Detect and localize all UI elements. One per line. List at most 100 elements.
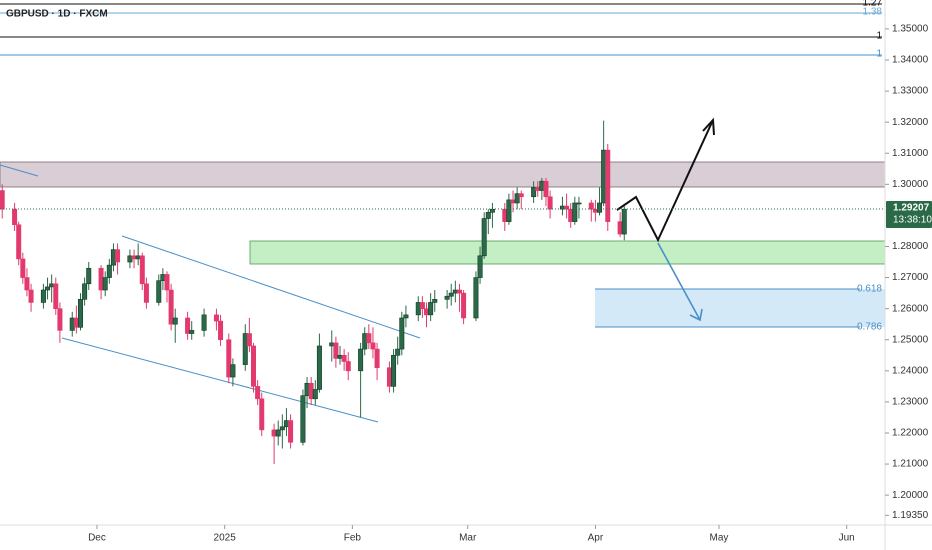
candle-body — [271, 429, 277, 437]
candle-body — [341, 354, 347, 362]
candle-body — [16, 224, 22, 260]
candle-body — [444, 295, 450, 300]
candle-body — [288, 420, 294, 443]
candle-body — [115, 249, 121, 263]
candle-body — [20, 258, 26, 278]
target-zone — [595, 289, 885, 327]
candle-body — [432, 299, 438, 303]
x-tick-label: Apr — [588, 533, 604, 544]
y-tick-label: 1.32000 — [892, 117, 929, 128]
candle-body — [399, 317, 405, 350]
candle-body — [489, 208, 495, 213]
y-tick-label: 1.34000 — [892, 55, 929, 66]
candle-body — [0, 190, 5, 210]
candle-body — [592, 208, 598, 213]
candle-body — [106, 264, 112, 278]
trend-line — [0, 164, 39, 177]
x-tick-label: May — [710, 533, 729, 544]
arrow-head — [702, 117, 715, 136]
candle-body — [218, 320, 224, 341]
candle-body — [164, 274, 170, 291]
candle-body — [539, 180, 545, 191]
candle-body — [156, 280, 162, 303]
y-tick-label: 1.21000 — [892, 459, 929, 470]
candle-body — [510, 199, 516, 204]
y-tick-label: 1.28000 — [892, 241, 929, 252]
candle-body — [255, 386, 261, 400]
candle-body — [424, 308, 430, 316]
candle-body — [201, 314, 207, 331]
candle-body — [419, 302, 425, 309]
candle-body — [308, 382, 314, 400]
y-tick-label: 1.19350 — [892, 510, 929, 521]
candle-body — [543, 180, 549, 198]
candle-body — [53, 283, 59, 309]
x-tick-label: 2025 — [214, 533, 237, 544]
candle-body — [506, 199, 512, 222]
candle-body — [337, 354, 343, 359]
candle-body — [246, 333, 252, 347]
candle-body — [98, 267, 104, 291]
candle-body — [185, 317, 191, 334]
candle-body — [57, 308, 63, 331]
candle-body — [40, 289, 46, 303]
y-tick-label: 1.22000 — [892, 428, 929, 439]
x-tick-label: Dec — [88, 533, 106, 544]
candle-body — [86, 267, 92, 285]
candle-body — [531, 187, 537, 198]
chart-title: GBPUSD · 1D · FXCM — [6, 9, 108, 20]
candle-body — [333, 342, 339, 359]
candle-body — [568, 208, 574, 222]
candle-body — [547, 196, 553, 210]
fib-label: 0.786 — [857, 322, 882, 333]
x-tick-label: Jun — [839, 533, 855, 544]
channel-upper — [121, 235, 421, 339]
projection-down — [657, 242, 701, 321]
candle-body — [403, 314, 409, 319]
candle-body — [213, 314, 219, 322]
y-tick-label: 1.24000 — [892, 365, 929, 376]
candle-body — [395, 348, 401, 356]
channel-lower — [61, 337, 379, 423]
candle-body — [160, 274, 166, 281]
candle-body — [28, 289, 34, 303]
candle-body — [251, 345, 257, 387]
candle-body — [428, 302, 434, 316]
drawings-front — [616, 117, 715, 322]
last-price-box — [886, 200, 932, 228]
candle-body — [102, 277, 108, 291]
y-tick-label: 1.27000 — [892, 272, 929, 283]
y-tick-label: 1.25000 — [892, 334, 929, 345]
candle-body — [564, 205, 570, 210]
y-tick-label: 1.31000 — [892, 148, 929, 159]
candle-body — [518, 193, 524, 198]
candle-body — [131, 255, 137, 260]
candle-body — [230, 364, 236, 378]
candle-body — [135, 255, 141, 260]
last-price-label: 1.29207 — [893, 203, 930, 214]
level-label: 1.27 — [863, 0, 883, 9]
level-label: 1 — [876, 49, 882, 60]
candle-body — [345, 361, 351, 372]
candle-body — [82, 283, 88, 300]
candle-body — [69, 317, 75, 331]
candle-body — [226, 339, 232, 378]
candle-body — [386, 367, 392, 387]
candle-body — [576, 202, 582, 205]
projection-up — [616, 119, 714, 243]
candle-body — [559, 205, 565, 210]
candle-body — [588, 202, 594, 210]
drawings-back: 1.271.38 1 1 0.618 0.786 — [0, 0, 886, 423]
axes: 1.19350 1.20000 1.21000 1.22000 1.23000 1.240… — [0, 24, 932, 544]
candles — [0, 120, 627, 465]
candle-body — [283, 420, 289, 428]
candle-body — [362, 333, 368, 350]
candle-body — [605, 149, 611, 222]
resistance-zone — [0, 161, 886, 188]
candle-body — [481, 218, 487, 257]
candle-body — [572, 202, 578, 222]
candle-body — [456, 289, 462, 294]
candle-body — [73, 317, 79, 328]
